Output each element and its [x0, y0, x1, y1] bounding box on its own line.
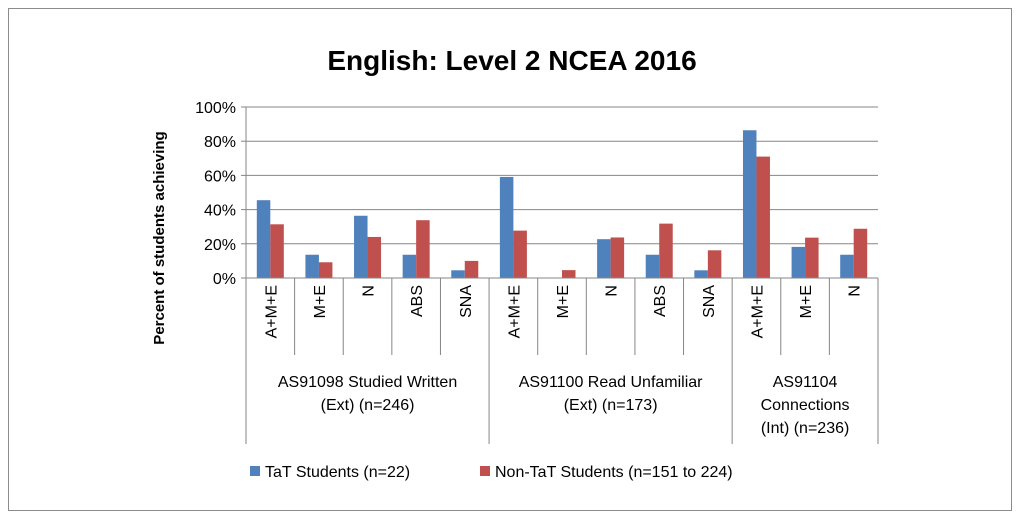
group-label: (Ext) (n=246) — [321, 397, 415, 414]
legend-label: Non-TaT Students (n=151 to 224) — [495, 464, 733, 481]
category-label: ABS — [652, 285, 669, 317]
bar — [305, 254, 319, 278]
bar — [562, 270, 576, 278]
y-tick-label: 20% — [204, 237, 236, 254]
category-label: SNA — [701, 285, 718, 318]
bars — [256, 130, 868, 278]
y-axis-label: Percent of students achieving — [151, 131, 168, 344]
category-label: ABS — [409, 285, 426, 317]
category-label: M+E — [555, 285, 572, 318]
bar — [318, 262, 333, 278]
bar — [840, 254, 854, 278]
group-label: Connections — [761, 397, 850, 414]
group-label: AS91104 — [773, 374, 838, 391]
bar — [499, 176, 514, 278]
y-tick-label: 80% — [204, 134, 236, 151]
bar — [354, 215, 368, 278]
category-label: A+M+E — [263, 285, 280, 338]
x-axis-labels: A+M+E M+E N ABS SNA A+M+E M+E N ABS SNA A+M+E M+E N A… — [263, 285, 863, 437]
y-tick-label: 100% — [195, 100, 236, 117]
bar — [707, 250, 722, 278]
bar — [402, 254, 417, 278]
bar — [513, 230, 527, 278]
bar — [791, 246, 806, 278]
group-label: (Ext) (n=173) — [564, 397, 658, 414]
bar — [270, 224, 284, 278]
bar — [451, 270, 465, 278]
group-label: AS91100 Read Unfamiliar — [519, 374, 703, 391]
legend-swatch — [250, 466, 260, 476]
bar — [367, 236, 382, 278]
bar — [597, 239, 611, 278]
category-label: M+E — [312, 285, 329, 318]
category-label: N — [361, 285, 378, 297]
category-label: A+M+E — [749, 285, 766, 338]
group-label: AS91098 Studied Written — [278, 374, 457, 391]
legend: TaT Students (n=22) Non-TaT Students (n=1… — [250, 464, 733, 481]
bar — [853, 228, 868, 278]
bar — [659, 223, 673, 278]
chart-title: English: Level 2 NCEA 2016 — [327, 45, 696, 76]
y-tick-label: 0% — [213, 271, 236, 288]
axes: 0% 20% 40% 60% 80% 100% — [195, 100, 879, 444]
category-label: M+E — [798, 285, 815, 318]
bar — [256, 200, 271, 278]
gridlines — [246, 106, 878, 245]
bar — [756, 156, 770, 278]
category-label: N — [604, 285, 621, 297]
group-label: (Int) (n=236) — [761, 420, 849, 437]
bar — [694, 270, 708, 278]
bar — [742, 130, 757, 278]
bar — [416, 220, 430, 278]
category-label: N — [847, 285, 864, 297]
y-tick-label: 40% — [204, 203, 236, 220]
y-tick-label: 60% — [204, 168, 236, 185]
bar — [464, 260, 479, 278]
bar — [610, 237, 625, 278]
bar — [805, 237, 819, 278]
legend-swatch — [480, 466, 490, 476]
legend-label: TaT Students (n=22) — [265, 464, 410, 481]
bar — [645, 254, 660, 278]
category-label: A+M+E — [506, 285, 523, 338]
category-label: SNA — [458, 285, 475, 318]
